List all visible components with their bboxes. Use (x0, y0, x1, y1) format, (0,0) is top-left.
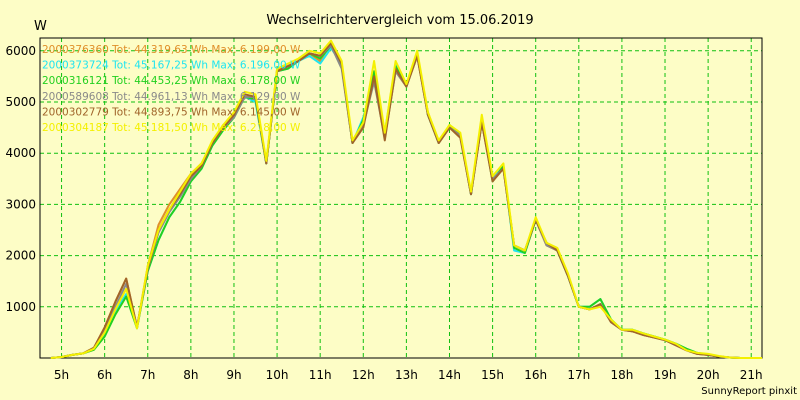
x-tick-label: 6h (97, 368, 112, 382)
x-tick-label: 10h (266, 368, 289, 382)
y-tick-label: 2000 (5, 249, 36, 263)
legend-entry-2: 2000373724 Tot: 45.167,25 Wh Max: 6.196,… (42, 60, 301, 72)
y-tick-label: 1000 (5, 300, 36, 314)
legend-entry-1: 2000376360 Tot: 44.319,63 Wh Max: 6.199,… (42, 44, 301, 56)
x-tick-label: 20h (697, 368, 720, 382)
legend: 2000376360 Tot: 44.319,63 Wh Max: 6.199,… (42, 44, 301, 134)
legend-entry-5: 2000302779 Tot: 44.893,75 Wh Max: 6.145,… (42, 106, 301, 118)
x-tick-label: 15h (481, 368, 504, 382)
x-tick-label: 7h (140, 368, 155, 382)
y-tick-label: 5000 (5, 95, 36, 109)
x-tick-label: 21h (740, 368, 763, 382)
x-tick-label: 16h (524, 368, 547, 382)
x-tick-label: 18h (610, 368, 633, 382)
y-tick-label: 6000 (5, 44, 36, 58)
y-axis-unit: W (34, 19, 47, 34)
x-tick-label: 17h (567, 368, 590, 382)
x-tick-label: 9h (226, 368, 241, 382)
x-axis: 5h 6h 7h 8h 9h 10h 11h 12h 13h 14h 15h 16h 17h 18h 19h… (54, 368, 763, 382)
plot-frame (39, 37, 763, 359)
y-axis: 1000 2000 3000 4000 5000 6000 (5, 44, 36, 314)
chart-title: Wechselrichtervergleich vom 15.06.2019 (266, 13, 533, 28)
y-tick-label: 4000 (5, 146, 36, 160)
series-lines (50, 39, 762, 359)
x-tick-label: 19h (654, 368, 677, 382)
legend-entry-6: 2000304187 Tot: 45.181,50 Wh Max: 6.218,… (42, 122, 301, 134)
x-tick-label: 14h (438, 368, 461, 382)
x-tick-label: 8h (183, 368, 198, 382)
legend-entry-3: 2000316121 Tot: 44.453,25 Wh Max: 6.178,… (42, 75, 301, 87)
x-tick-label: 12h (352, 368, 375, 382)
y-tick-label: 3000 (5, 197, 36, 211)
x-tick-label: 11h (309, 368, 332, 382)
x-tick-label: 13h (395, 368, 418, 382)
grid (40, 38, 762, 358)
credit-text: SunnyReport pinxit (701, 386, 797, 397)
x-tick-label: 5h (54, 368, 69, 382)
legend-entry-4: 2000589608 Tot: 44.961,13 Wh Max: 6.129,… (42, 91, 301, 103)
series-line-6 (50, 39, 762, 359)
